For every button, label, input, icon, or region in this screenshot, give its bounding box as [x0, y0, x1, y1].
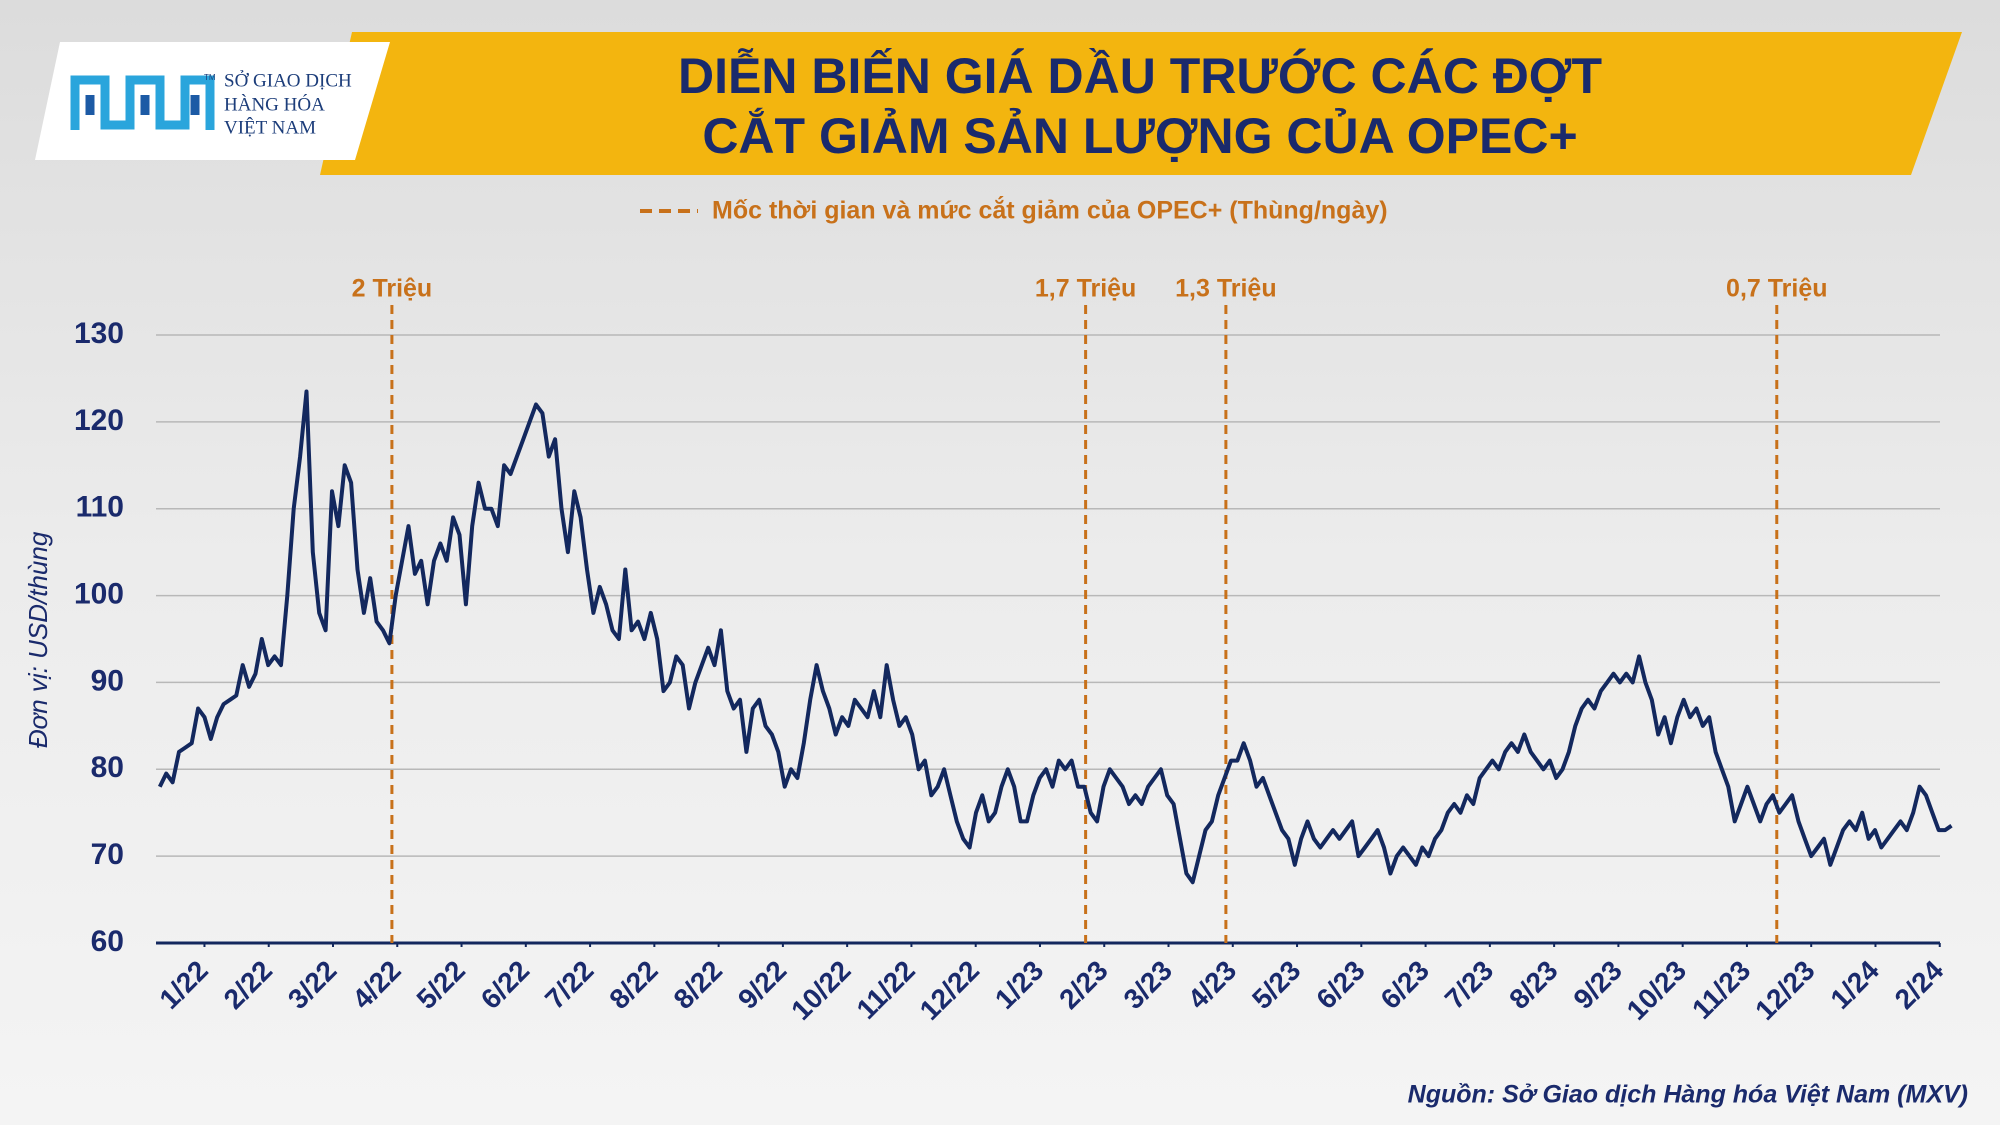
y-tick-label: 120 [74, 404, 124, 437]
y-axis-label: Đơn vị: USD/thùng [23, 531, 53, 748]
y-tick-label: 80 [91, 751, 124, 784]
y-tick-label: 60 [91, 925, 124, 958]
logo-mark: TM [204, 73, 216, 82]
logo-stroke [85, 95, 200, 115]
price-line [158, 389, 1953, 885]
logo-text: VIỆT NAM [224, 116, 316, 138]
logo-stroke [70, 75, 215, 130]
annotation-label: 1,3 Triệu [1175, 275, 1276, 303]
logo-icon [70, 75, 215, 130]
title-band [320, 32, 1962, 175]
annotation-label: 0,7 Triệu [1726, 275, 1827, 303]
y-tick-label: 70 [91, 838, 124, 871]
y-tick-label: 100 [74, 577, 124, 610]
y-tick-label: 110 [76, 491, 124, 524]
y-tick-label: 130 [74, 317, 124, 350]
annotation-label: 1,7 Triệu [1035, 275, 1136, 303]
chart-title: DIỄN BIẾN GIÁ DẦU TRƯỚC CÁC ĐỢT [678, 48, 1602, 104]
logo-text: SỞ GIAO DỊCH [224, 69, 352, 91]
logo-text: HÀNG HÓA [224, 93, 325, 115]
chart-title: CẮT GIẢM SẢN LƯỢNG CỦA OPEC+ [702, 107, 1577, 164]
legend-label: Mốc thời gian và mức cắt giảm của OPEC+ … [712, 195, 1388, 225]
annotation-label: 2 Triệu [352, 275, 433, 303]
source-note: Nguồn: Sở Giao dịch Hàng hóa Việt Nam (M… [1408, 1081, 1968, 1109]
y-tick-label: 90 [91, 664, 124, 697]
